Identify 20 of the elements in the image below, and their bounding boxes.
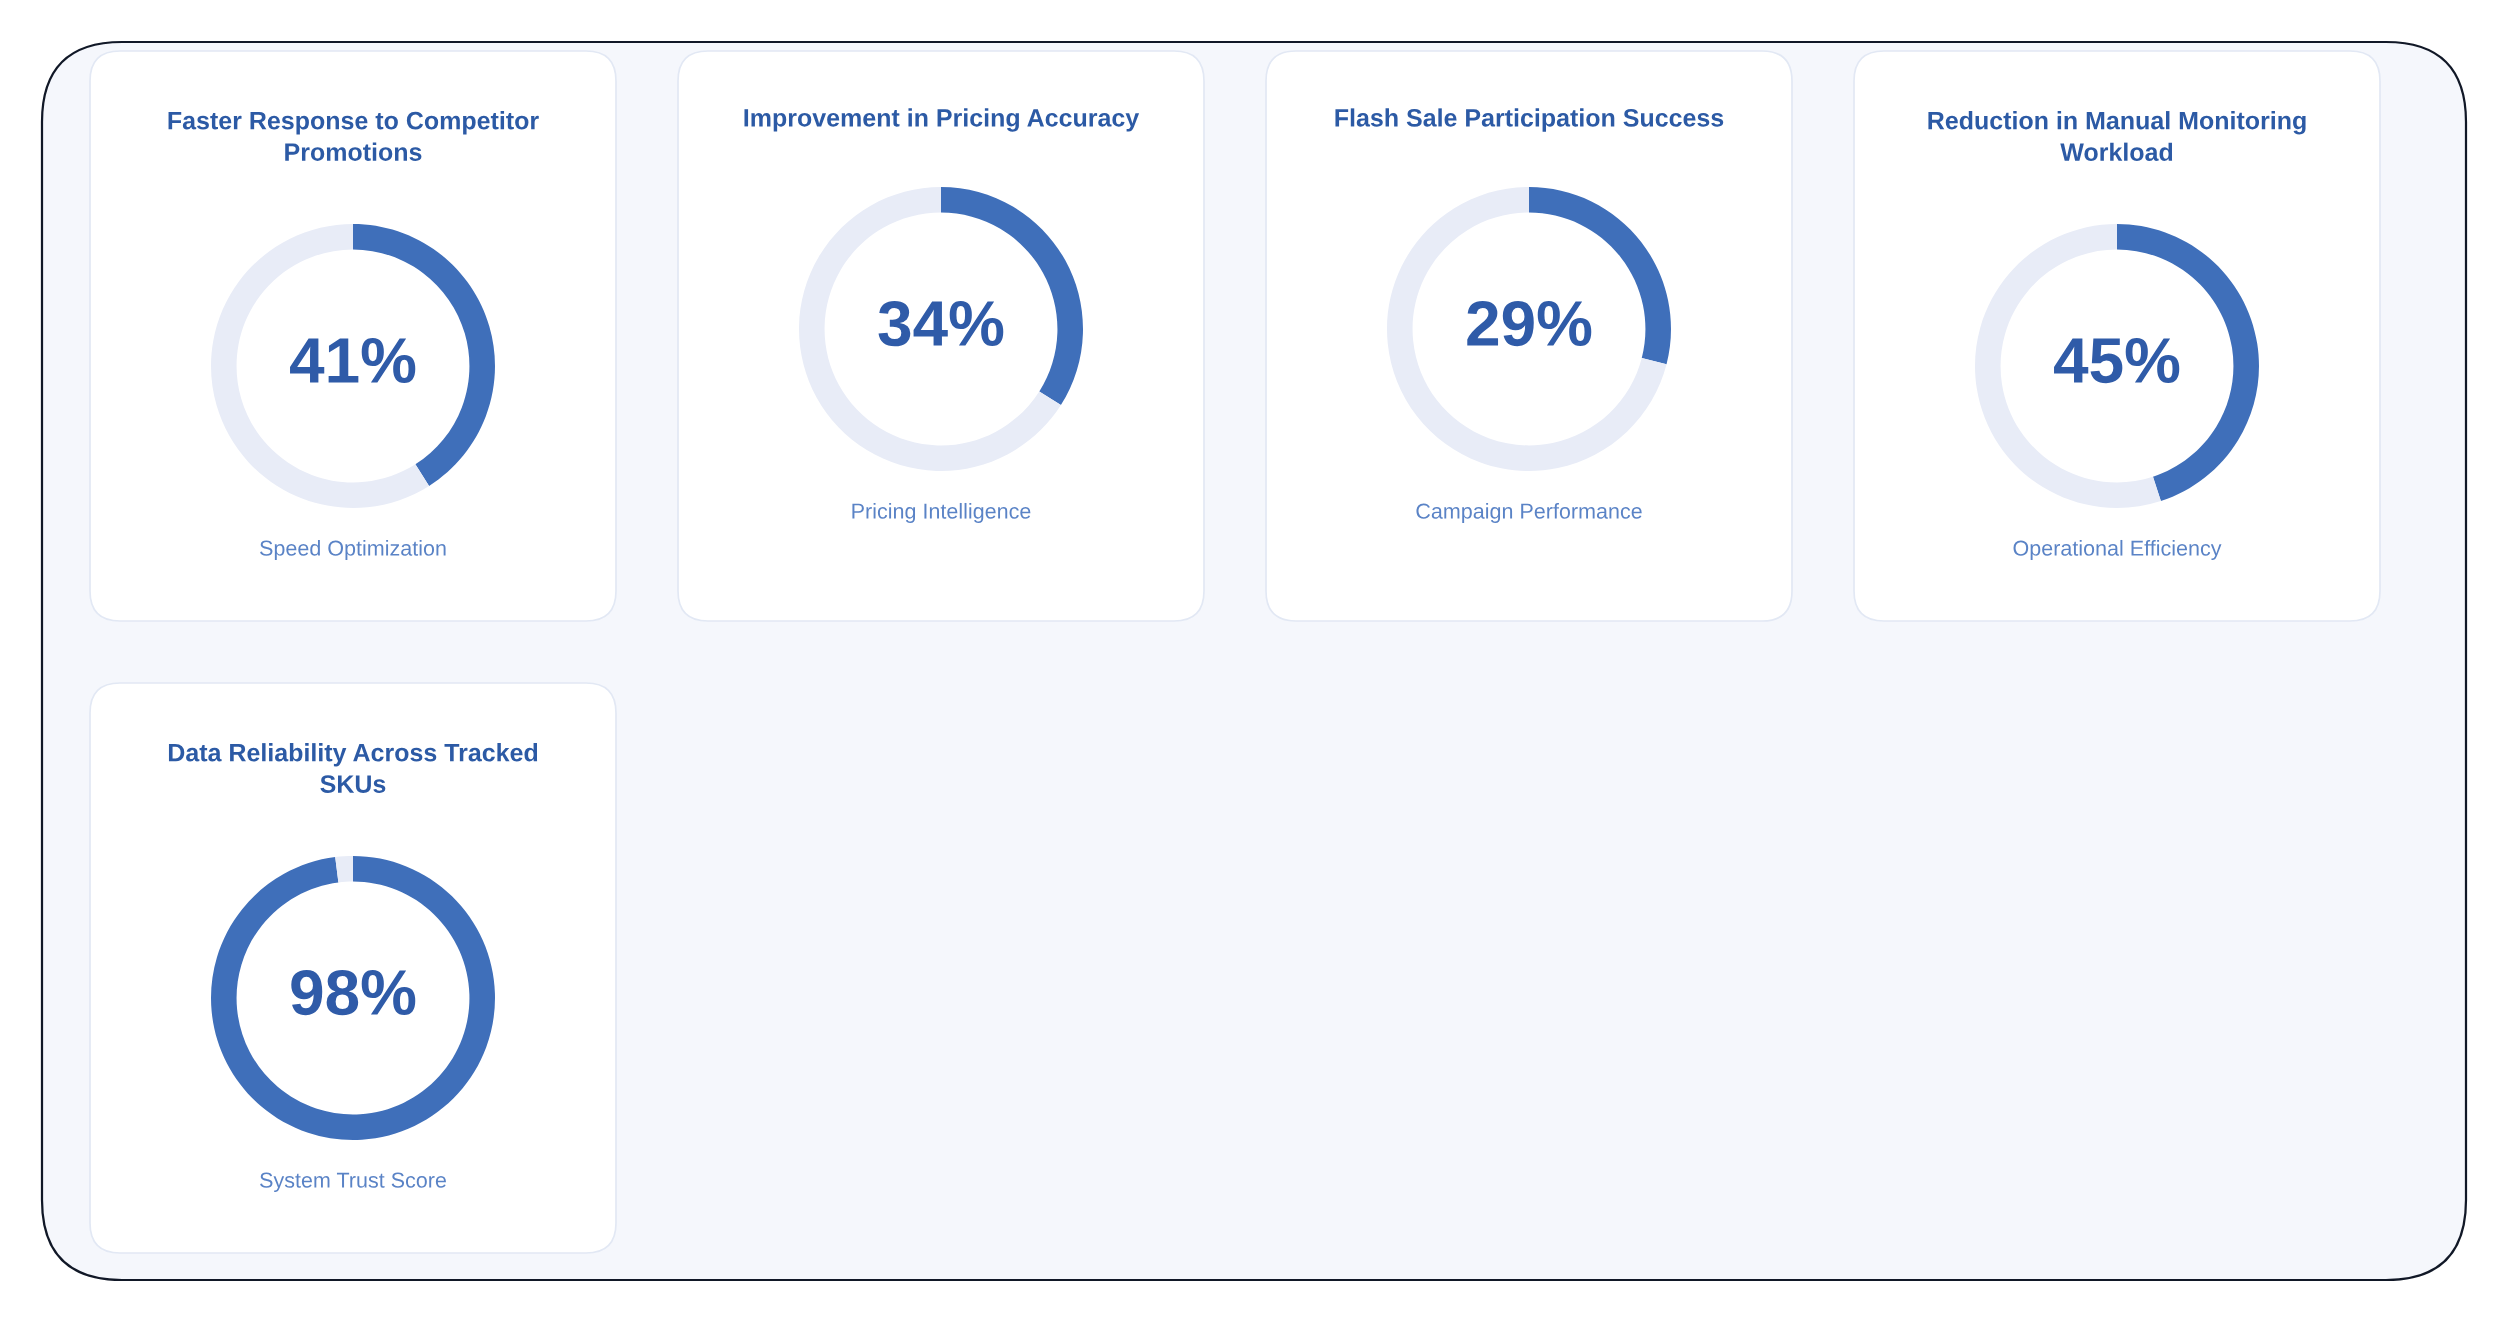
donut-slice	[335, 856, 353, 883]
donut-slice	[1387, 187, 1667, 471]
chart-title: Faster Response to Competitor Promotions	[168, 111, 539, 161]
chart-title: Improvement in Pricing Accuracy	[744, 108, 1140, 132]
data-label: 29%	[1467, 300, 1592, 347]
text: System Trust Score	[260, 1172, 446, 1193]
chart-title: Flash Sale Participation Success	[1335, 108, 1724, 132]
chart-title: Reduction in Manual Monitoring Workload	[1928, 111, 2306, 161]
donut-slice	[211, 224, 430, 508]
data-label: 98%	[291, 969, 416, 1016]
data-label: 34%	[878, 300, 1004, 347]
data-label: 41%	[290, 338, 416, 384]
text: Speed Optimization	[260, 539, 446, 561]
chart-title: Data Reliability Across Tracked SKUs	[168, 743, 538, 793]
data-label: 45%	[2054, 338, 2180, 384]
text: Pricing Intelligence	[852, 502, 1031, 524]
text: Campaign Performance	[1416, 502, 1642, 524]
donut-slice	[799, 187, 1061, 471]
text: Operational Efficiency	[2013, 539, 2222, 561]
donut-slice	[211, 856, 495, 1140]
